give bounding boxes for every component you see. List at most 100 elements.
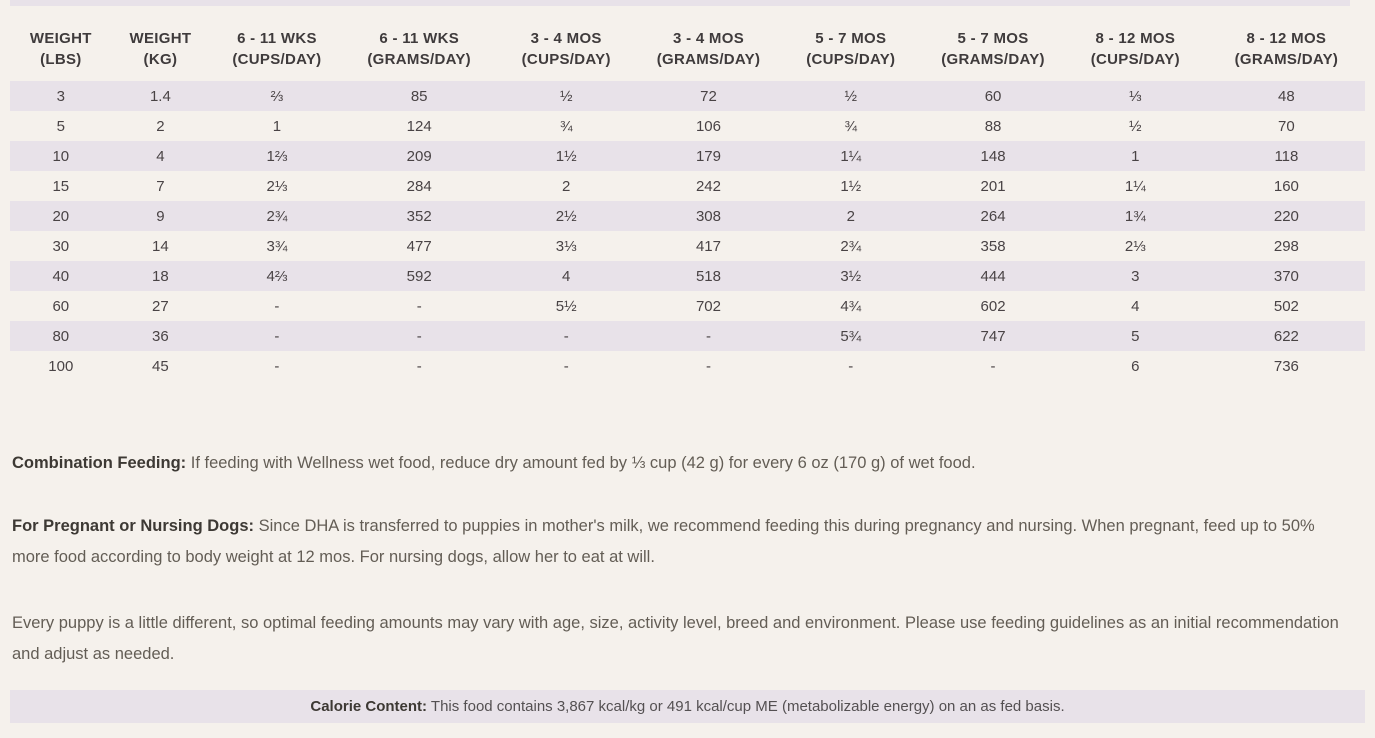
- table-cell: 4: [562, 267, 571, 285]
- column-header-5-7mos-grams: 5 - 7 MOS (GRAMS/DAY): [923, 20, 1063, 81]
- header-line1: 5 - 7 MOS: [957, 30, 1029, 47]
- table-cell: ½: [559, 87, 573, 105]
- table-cell: 4¾: [840, 297, 862, 315]
- table-cell: 417: [695, 237, 721, 255]
- table-cell: 444: [980, 267, 1006, 285]
- table-cell: 60: [52, 297, 70, 315]
- table-cell: 10: [52, 147, 70, 165]
- table-cell: -: [274, 327, 280, 345]
- table-cell: 9: [156, 207, 165, 225]
- combination-feeding-note: Combination Feeding: If feeding with Wel…: [12, 448, 1352, 479]
- table-row: 100 45 - - - - - - 6 736: [10, 351, 1365, 381]
- header-line2: (KG): [143, 51, 178, 68]
- table-cell: 4⅔: [266, 267, 288, 285]
- table-cell: 80: [52, 327, 70, 345]
- calorie-content-label: Calorie Content:: [310, 698, 428, 715]
- table-cell: 747: [980, 327, 1006, 345]
- table-cell: 3: [56, 87, 65, 105]
- table-cell: 1.4: [149, 87, 171, 105]
- table-cell: 736: [1273, 357, 1299, 375]
- table-cell: -: [848, 357, 854, 375]
- column-header-5-7mos-cups: 5 - 7 MOS (CUPS/DAY): [778, 20, 923, 81]
- table-row: 15 7 2⅓ 284 2 242 1½ 201 1¼ 160: [10, 171, 1365, 201]
- table-cell: 2¾: [266, 207, 288, 225]
- table-cell: -: [416, 297, 422, 315]
- table-cell: ½: [844, 87, 858, 105]
- table-cell: 14: [152, 237, 169, 255]
- table-cell: 5½: [555, 297, 577, 315]
- table-cell: 622: [1273, 327, 1299, 345]
- table-cell: 264: [980, 207, 1006, 225]
- table-cell: 30: [52, 237, 70, 255]
- header-line1: 3 - 4 MOS: [672, 30, 745, 47]
- top-divider-strip: [10, 0, 1350, 6]
- table-cell: ⅔: [270, 87, 284, 105]
- table-cell: 298: [1273, 237, 1299, 255]
- table-cell: -: [990, 357, 996, 375]
- table-cell: 70: [1278, 117, 1295, 135]
- table-cell: -: [563, 357, 569, 375]
- table-cell: 477: [406, 237, 432, 255]
- column-header-weight-lbs: WEIGHT (LBS): [10, 20, 112, 81]
- column-header-6-11wks-cups: 6 - 11 WKS (CUPS/DAY): [209, 20, 345, 81]
- table-cell: 1¼: [1124, 177, 1146, 195]
- variance-note: Every puppy is a little different, so op…: [12, 608, 1352, 670]
- table-cell: 18: [152, 267, 169, 285]
- table-cell: 4: [156, 147, 165, 165]
- header-line2: (GRAMS/DAY): [656, 51, 761, 68]
- table-cell: 36: [152, 327, 169, 345]
- table-cell: 284: [406, 177, 432, 195]
- pregnant-nursing-note: For Pregnant or Nursing Dogs: Since DHA …: [12, 511, 1352, 573]
- table-cell: 2: [156, 117, 165, 135]
- table-cell: 40: [52, 267, 70, 285]
- table-row: 3 1.4 ⅔ 85 ½ 72 ½ 60 ⅓ 48: [10, 81, 1365, 111]
- table-cell: -: [563, 327, 569, 345]
- table-cell: 518: [695, 267, 721, 285]
- table-cell: 160: [1273, 177, 1299, 195]
- table-cell: 27: [152, 297, 169, 315]
- header-line1: 8 - 12 MOS: [1095, 30, 1176, 47]
- header-line1: 6 - 11 WKS: [237, 30, 317, 47]
- table-cell: 1¼: [840, 147, 862, 165]
- table-cell: 5¾: [840, 327, 862, 345]
- table-cell: -: [274, 357, 280, 375]
- table-cell: 1¾: [1124, 207, 1146, 225]
- table-cell: 7: [156, 177, 165, 195]
- table-row: 30 14 3¾ 477 3⅓ 417 2¾ 358 2⅓ 298: [10, 231, 1365, 261]
- header-line1: WEIGHT: [129, 30, 192, 47]
- column-header-6-11wks-grams: 6 - 11 WKS (GRAMS/DAY): [345, 20, 494, 81]
- header-line1: 3 - 4 MOS: [530, 30, 602, 47]
- table-row: 5 2 1 124 ¾ 106 ¾ 88 ½ 70: [10, 111, 1365, 141]
- combination-feeding-text: If feeding with Wellness wet food, reduc…: [186, 453, 976, 472]
- feeding-guide-table: WEIGHT (LBS) WEIGHT (KG) 6 - 11 WKS (CUPS/D…: [10, 20, 1365, 381]
- table-cell: 2¾: [840, 237, 862, 255]
- header-line2: (GRAMS/DAY): [1234, 51, 1339, 68]
- table-cell: 1⅔: [266, 147, 288, 165]
- feeding-guide-table-container: WEIGHT (LBS) WEIGHT (KG) 6 - 11 WKS (CUPS/D…: [10, 20, 1365, 381]
- table-cell: 6: [1131, 357, 1140, 375]
- table-cell: 2: [562, 177, 571, 195]
- table-cell: 4: [1131, 297, 1140, 315]
- pregnant-nursing-text: Since DHA is transferred to puppies in m…: [12, 516, 1315, 566]
- table-row: 20 9 2¾ 352 2½ 308 2 264 1¾ 220: [10, 201, 1365, 231]
- table-cell: 60: [984, 87, 1002, 105]
- variance-text: Every puppy is a little different, so op…: [12, 613, 1339, 663]
- table-cell: 1½: [840, 177, 862, 195]
- table-row: 80 36 - - - - 5¾ 747 5 622: [10, 321, 1365, 351]
- table-cell: 72: [700, 87, 717, 105]
- table-cell: 118: [1274, 147, 1299, 165]
- header-line2: (CUPS/DAY): [521, 51, 611, 68]
- table-row: 60 27 - - 5½ 702 4¾ 602 4 502: [10, 291, 1365, 321]
- table-cell: 3⅓: [555, 237, 577, 255]
- header-line1: 5 - 7 MOS: [815, 30, 887, 47]
- table-cell: 106: [695, 117, 721, 135]
- table-cell: 358: [980, 237, 1006, 255]
- header-line1: 8 - 12 MOS: [1246, 30, 1327, 47]
- table-cell: 308: [695, 207, 721, 225]
- header-line2: (GRAMS/DAY): [367, 51, 471, 68]
- table-cell: ½: [1129, 117, 1142, 135]
- table-cell: -: [274, 297, 280, 315]
- column-header-weight-kg: WEIGHT (KG): [112, 20, 210, 81]
- table-cell: 2½: [555, 207, 577, 225]
- table-cell: 3¾: [266, 237, 288, 255]
